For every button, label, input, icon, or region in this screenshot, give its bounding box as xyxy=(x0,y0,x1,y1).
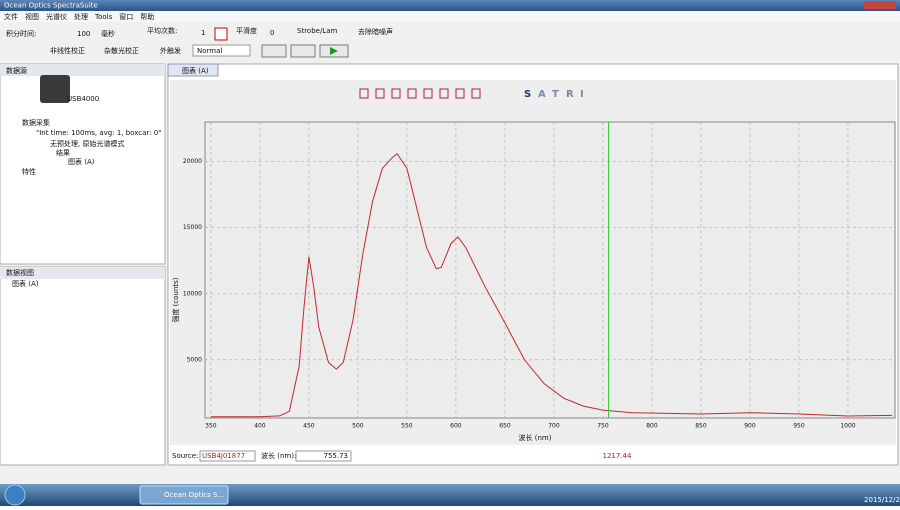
input[interactable]: 100 xyxy=(77,30,90,38)
menu-item[interactable]: 帮助 xyxy=(140,12,154,21)
x-tick-label: 700 xyxy=(548,423,560,430)
start-button[interactable] xyxy=(4,484,26,506)
tree-item: 图表 (A) xyxy=(12,279,39,288)
wavelength-input[interactable] xyxy=(295,450,352,462)
label: 波长 (nm): xyxy=(261,451,296,460)
menu-item[interactable]: 文件 xyxy=(4,12,18,21)
tree-item: 数据采集 xyxy=(22,118,50,127)
spectrum-line xyxy=(210,152,893,418)
x-tick-label: 850 xyxy=(695,423,707,430)
x-tick-label: 900 xyxy=(744,423,756,430)
tool-icon[interactable] xyxy=(455,88,465,99)
tool-icon[interactable] xyxy=(471,88,481,99)
taskbar-app-label[interactable]: Ocean Optics S... xyxy=(164,491,224,499)
panel-title: 数据源 xyxy=(6,66,27,75)
label: 积分时间: xyxy=(6,29,36,38)
view-panel xyxy=(0,266,166,466)
tree-item: 特性 xyxy=(22,167,36,176)
window-title: Ocean Optics SpectraSuite xyxy=(4,2,98,10)
select[interactable]: Normal xyxy=(197,47,222,55)
tool-icon[interactable] xyxy=(407,88,417,99)
tool-letter: T xyxy=(552,89,559,100)
x-tick-label: 650 xyxy=(499,423,511,430)
x-tick-label: 750 xyxy=(597,423,609,430)
label: 平均次数: xyxy=(147,26,177,35)
tree-item: 结果 xyxy=(56,148,70,157)
pause-button[interactable] xyxy=(261,44,287,58)
menu-bar xyxy=(0,11,900,22)
plot-area xyxy=(204,121,896,419)
source-select[interactable] xyxy=(199,450,256,462)
x-tick-label: 600 xyxy=(450,423,462,430)
tool-icon[interactable] xyxy=(439,88,449,99)
tree-item: "Int time: 100ms, avg: 1, boxcar: 0" xyxy=(36,129,161,137)
label: Strobe/Lam xyxy=(297,27,337,35)
source-panel xyxy=(0,63,166,265)
x-tick-label: 950 xyxy=(793,423,805,430)
panel-header xyxy=(0,64,165,76)
play-icon xyxy=(330,47,338,55)
source[interactable]: USB4J01877 xyxy=(202,452,245,460)
tool-icon[interactable] xyxy=(375,88,385,99)
title-bar xyxy=(0,0,900,11)
x-tick-label: 800 xyxy=(646,423,658,430)
x-tick-label: 500 xyxy=(352,423,364,430)
x-tick-label: 450 xyxy=(303,423,315,430)
select[interactable]: 毫秒 xyxy=(101,29,115,38)
tool-letter: S xyxy=(524,89,531,100)
menu-item[interactable]: 处理 xyxy=(74,12,88,21)
x-tick-label: 1000 xyxy=(840,423,855,430)
checkbox-label[interactable]: 杂散光校正 xyxy=(104,46,139,55)
taskbar xyxy=(0,484,900,506)
device: USB4000 xyxy=(67,95,99,103)
step-button[interactable] xyxy=(290,44,316,58)
x-tick-label: 550 xyxy=(401,423,413,430)
stop-button[interactable] xyxy=(214,27,228,41)
x-axis-label: 波长 (nm) xyxy=(519,433,552,442)
x-tick-label: 400 xyxy=(254,423,266,430)
intensity: 1217.44 xyxy=(603,452,632,460)
tool-icon[interactable] xyxy=(423,88,433,99)
wavelength[interactable]: 755.73 xyxy=(324,452,349,460)
tool-icon[interactable] xyxy=(359,88,369,99)
window-controls[interactable] xyxy=(864,1,896,9)
label: Source: xyxy=(172,452,198,460)
tool-letter: I xyxy=(580,89,584,100)
trigger-select[interactable] xyxy=(192,44,251,57)
checkbox-label[interactable]: 非线性校正 xyxy=(50,46,85,55)
x-tick-label: 350 xyxy=(205,423,217,430)
menu-item[interactable]: Tools xyxy=(94,13,113,21)
y-tick-label: 5000 xyxy=(187,356,202,363)
label: 去除暗噪声 xyxy=(358,27,393,36)
chart-tab[interactable] xyxy=(167,63,219,77)
menu-item[interactable]: 光谱仪 xyxy=(46,12,67,21)
device-icon xyxy=(40,75,70,103)
tool-letter: R xyxy=(566,89,574,100)
tool-letter: A xyxy=(538,89,546,100)
tab-label[interactable]: 图表 (A) xyxy=(182,66,209,75)
input[interactable]: 1 xyxy=(201,29,205,37)
menu-item[interactable]: 视图 xyxy=(25,12,39,21)
input[interactable]: 0 xyxy=(270,29,274,37)
y-axis-label: 强度 (counts) xyxy=(171,277,180,322)
taskbar-app[interactable] xyxy=(139,485,229,505)
menu-item[interactable]: 窗口 xyxy=(119,12,133,21)
label: 平滑度 xyxy=(236,26,257,35)
y-tick-label: 15000 xyxy=(183,224,202,231)
panel-title: 数据视图 xyxy=(6,268,34,277)
checkbox-label[interactable]: 外触发 xyxy=(160,46,181,55)
panel-header xyxy=(0,267,165,279)
tool-icon[interactable] xyxy=(391,88,401,99)
tree-item: 无预处理, 原始光谱模式 xyxy=(50,139,124,148)
tree-item: 图表 (A) xyxy=(68,157,95,166)
y-tick-label: 20000 xyxy=(183,158,202,165)
y-tick-label: 10000 xyxy=(183,290,202,297)
date: 2015/12/2 xyxy=(864,496,900,504)
